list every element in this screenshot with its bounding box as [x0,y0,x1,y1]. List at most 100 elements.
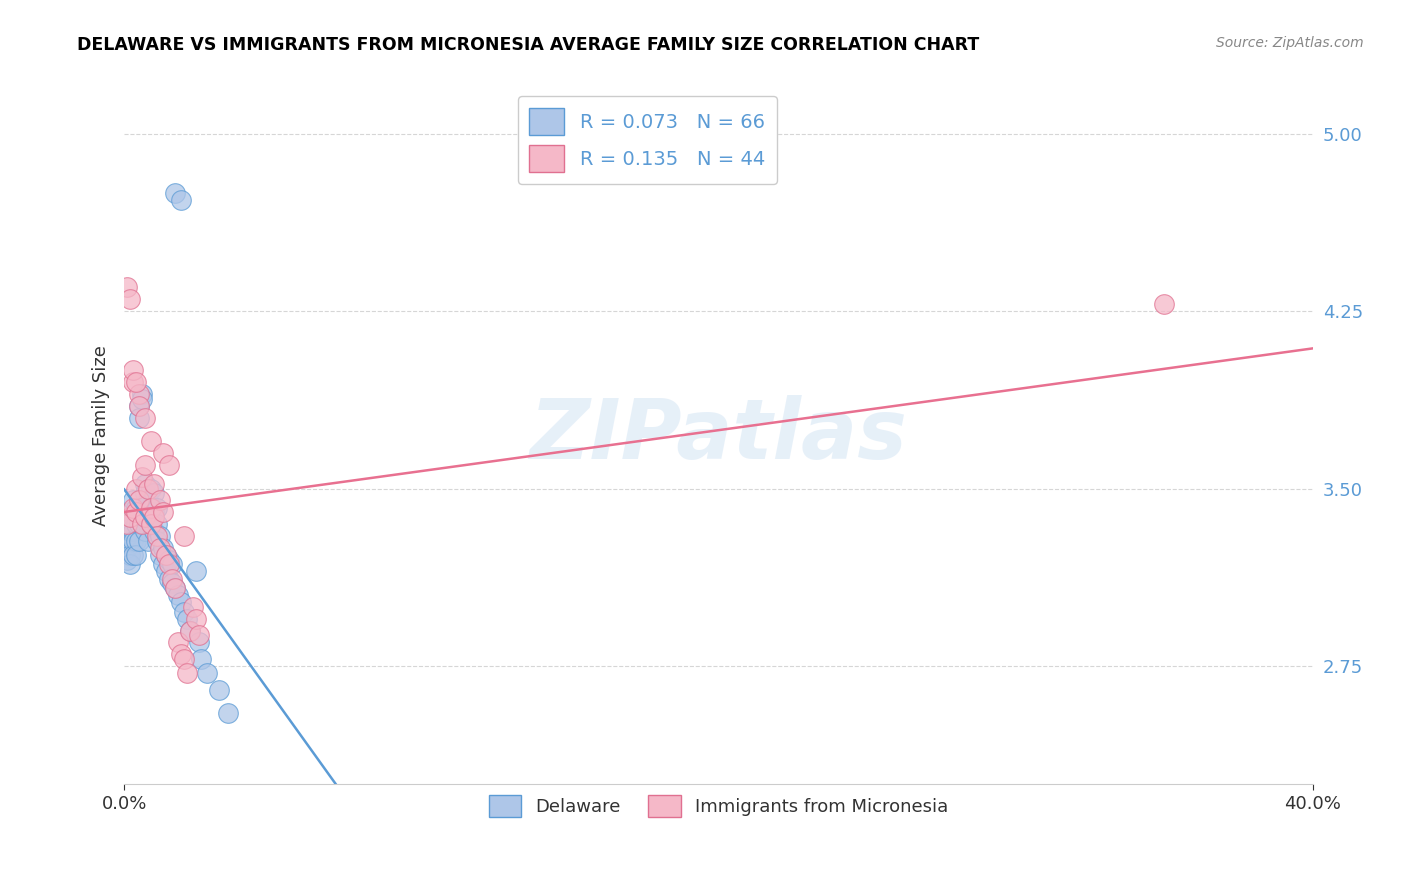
Point [122,548,145,562]
Point [197,666,219,681]
Point [179,624,201,638]
Text: ZIPatlas: ZIPatlas [530,395,907,476]
Point [155,548,177,562]
Point [120,293,142,307]
Point [131,500,153,515]
Point [120,548,142,562]
Point [115,517,138,532]
Point [125,548,148,562]
Point [166,588,188,602]
Point [152,558,174,572]
Point [146,517,169,532]
Point [146,500,169,515]
Point [125,375,148,389]
Point [120,510,142,524]
Point [115,280,138,294]
Point [134,524,156,539]
Point [115,541,138,555]
Point [149,493,172,508]
Point [125,505,148,519]
Point [160,558,183,572]
Point [136,533,159,548]
Point [142,486,165,500]
Point [120,505,142,519]
Point [139,517,162,532]
Point [152,541,174,555]
Point [152,505,174,519]
Point [187,628,209,642]
Point [122,510,145,524]
Point [208,682,231,697]
Point [160,572,183,586]
Point [115,552,138,566]
Point [120,558,142,572]
Point [170,647,193,661]
Point [128,387,150,401]
Point [142,510,165,524]
Point [122,493,145,508]
Point [115,517,138,532]
Point [155,548,177,562]
Point [120,524,142,539]
Point [122,533,145,548]
Point [136,482,159,496]
Point [122,500,145,515]
Text: Source: ZipAtlas.com: Source: ZipAtlas.com [1216,36,1364,50]
Point [149,529,172,543]
Point [146,533,169,548]
Point [115,529,138,543]
Point [136,493,159,508]
Point [128,517,150,532]
Point [131,470,153,484]
Point [187,635,209,649]
Point [184,612,207,626]
Point [131,517,153,532]
Point [134,458,156,472]
Y-axis label: Average Family Size: Average Family Size [93,345,110,525]
Point [139,517,162,532]
Point [128,399,150,413]
Point [128,493,150,508]
Point [134,410,156,425]
Point [181,599,204,614]
Point [1153,297,1175,311]
Point [157,552,180,566]
Point [128,533,150,548]
Point [128,410,150,425]
Point [190,652,212,666]
Point [157,572,180,586]
Point [125,517,148,532]
Point [139,482,162,496]
Point [134,486,156,500]
Point [125,533,148,548]
Point [131,387,153,401]
Point [149,541,172,555]
Point [134,510,156,524]
Point [152,446,174,460]
Point [157,558,180,572]
Point [170,595,193,609]
Point [139,500,162,515]
Point [122,363,145,377]
Point [134,510,156,524]
Point [163,581,186,595]
Point [128,399,150,413]
Point [142,505,165,519]
Point [173,529,195,543]
Point [155,565,177,579]
Point [173,652,195,666]
Point [179,624,201,638]
Point [176,612,198,626]
Point [160,576,183,591]
Point [176,666,198,681]
Point [139,500,162,515]
Point [131,392,153,406]
Point [142,524,165,539]
Point [157,458,180,472]
Point [122,375,145,389]
Point [173,605,195,619]
Point [146,529,169,543]
Point [136,510,159,524]
Point [131,517,153,532]
Point [217,706,239,721]
